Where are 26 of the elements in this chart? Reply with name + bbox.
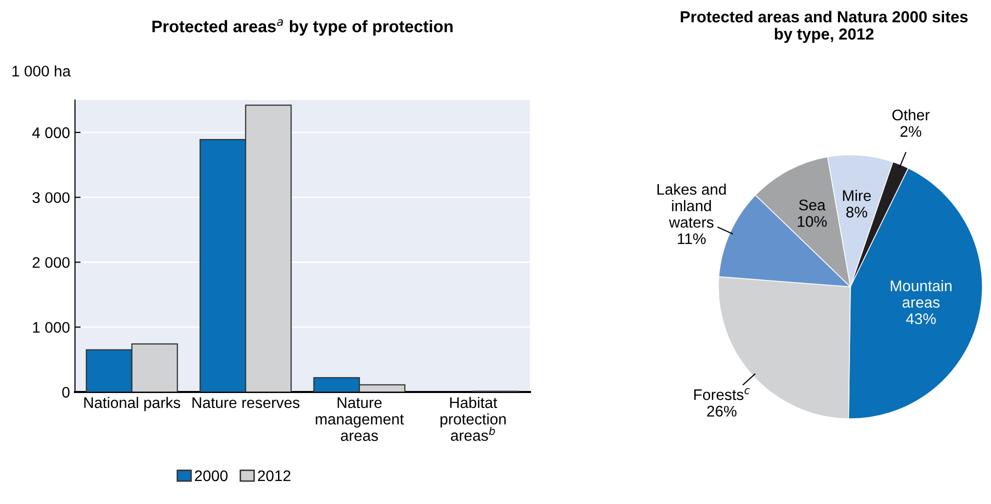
slice-label: Forests$^{c}$ — [694, 388, 750, 400]
y-tick-label: 4 000 — [32, 127, 70, 138]
slice-label: Lakes and inland waters — [657, 184, 726, 228]
data-label: 2% — [900, 126, 922, 137]
data-label: 11% — [678, 233, 706, 244]
data-label: 26% — [707, 406, 736, 417]
slice-label: Mire — [843, 190, 871, 202]
slice-label: Other — [892, 109, 930, 120]
chart-title: Protected areas$^{a}$ by type of protection — [152, 19, 453, 36]
legend-label: 2012 — [258, 470, 290, 482]
data-label: 8% — [846, 206, 868, 218]
y-tick-label: 3 000 — [32, 192, 70, 204]
x-tick-label: Habitat protection areas$^{b}$ — [440, 396, 506, 441]
x-tick-label: Nature management areas — [316, 397, 404, 441]
legend-label: 2000 — [194, 470, 228, 482]
y-tick-label: 1 000 — [33, 322, 70, 333]
x-tick-label: Nature reserves — [192, 397, 300, 408]
data-label: 10% — [798, 216, 827, 227]
y-axis-title: 1 000 ha — [12, 65, 71, 77]
slice-label: Sea — [799, 200, 826, 210]
y-tick-label: 0 — [62, 386, 70, 398]
chart-title: Protected areas and Natura 2000 sites by type, 2012 — [680, 10, 968, 43]
y-tick-label: 2 000 — [32, 257, 70, 268]
x-tick-label: National parks — [84, 396, 180, 412]
data-label: 43% — [906, 313, 936, 324]
slice-label: Mountain areas — [890, 280, 952, 308]
